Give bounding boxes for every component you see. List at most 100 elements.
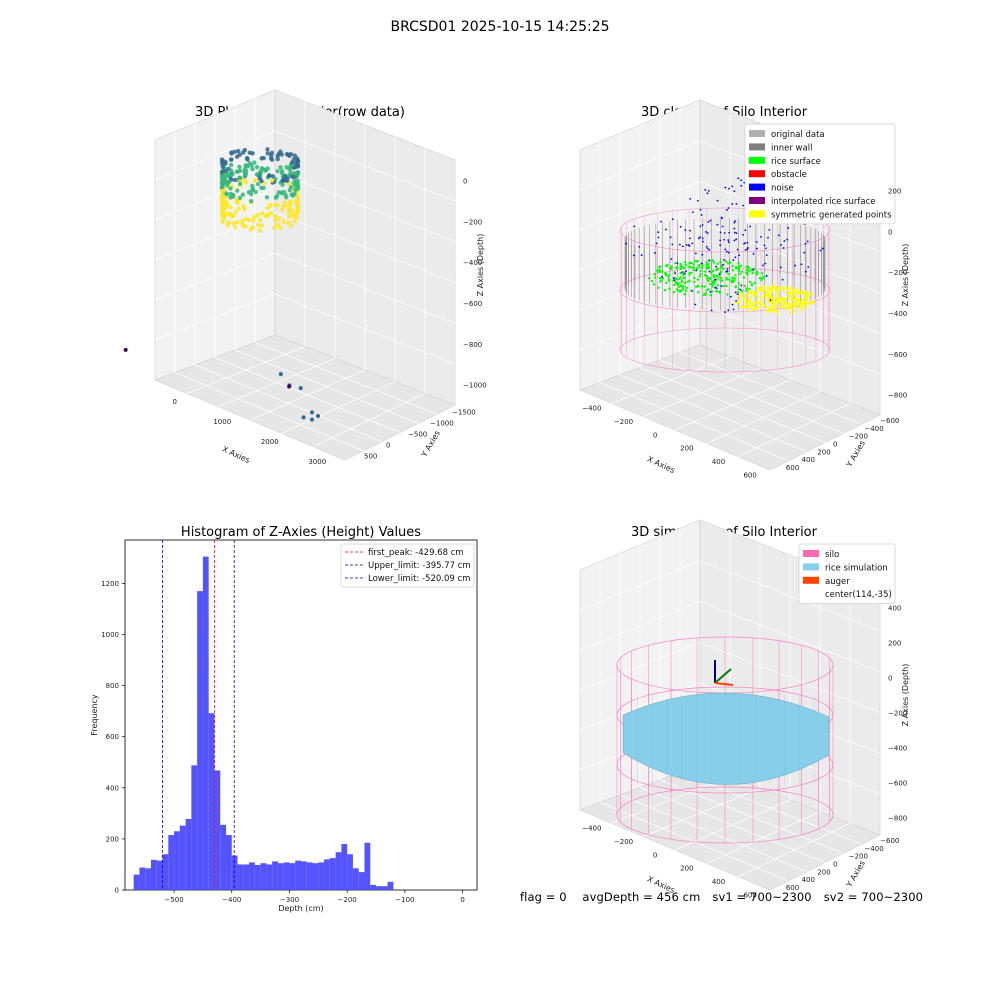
y-tick-label: 1000 <box>101 631 119 639</box>
rice-point <box>690 271 693 274</box>
rice-point <box>731 279 735 282</box>
rice-point <box>740 270 744 274</box>
symmetric-point <box>765 295 769 299</box>
rice-point <box>750 268 753 272</box>
x-tick-label: 400 <box>712 458 725 466</box>
point <box>222 180 228 185</box>
noise-point <box>669 236 672 239</box>
symmetric-point <box>774 286 778 289</box>
symmetric-point <box>766 300 770 303</box>
noise-point <box>783 240 786 242</box>
noise-point <box>740 284 743 287</box>
rice-point <box>715 289 719 293</box>
histogram-bar <box>168 835 175 890</box>
point <box>292 153 298 158</box>
noise-point <box>665 228 667 231</box>
figure-suptitle: BRCSD01 2025-10-15 14:25:25 <box>390 19 609 35</box>
symmetric-point <box>742 305 746 309</box>
rice-point <box>720 276 723 280</box>
histogram-bar <box>387 881 394 890</box>
rice-point <box>705 277 709 280</box>
point <box>268 211 274 216</box>
rice-point <box>745 268 749 272</box>
noise-point <box>708 270 711 273</box>
noise-point <box>727 309 730 312</box>
symmetric-point <box>770 290 773 294</box>
noise-point <box>689 237 692 240</box>
rice-point <box>716 267 720 270</box>
point <box>273 202 278 208</box>
noise-point <box>685 244 688 246</box>
symmetric-point <box>748 309 752 313</box>
histogram-bar <box>214 770 221 890</box>
noise-point <box>744 229 747 232</box>
x-tick-label: 1000 <box>213 418 231 426</box>
noise-point <box>733 190 736 193</box>
z-tick-label: 0 <box>888 228 892 236</box>
symmetric-point <box>789 291 792 295</box>
point <box>220 212 225 218</box>
legend-swatch <box>749 183 765 191</box>
noise-point <box>731 185 734 188</box>
symmetric-point <box>797 298 800 302</box>
point <box>265 147 270 152</box>
rice-point <box>688 261 691 265</box>
rice-point <box>690 261 693 265</box>
symmetric-point <box>756 306 760 310</box>
rice-point <box>676 283 680 286</box>
symmetric-point <box>782 302 786 305</box>
histogram-bar <box>237 864 244 890</box>
noise-point <box>674 272 677 275</box>
rice-point <box>699 269 702 273</box>
point <box>228 186 233 191</box>
grid-line <box>274 130 456 202</box>
noise-point <box>752 252 755 255</box>
point <box>231 220 237 226</box>
rice-point <box>684 263 688 267</box>
point <box>294 212 299 217</box>
noise-point <box>727 207 730 209</box>
noise-point <box>715 287 718 290</box>
grid-line <box>679 772 862 845</box>
rice-point <box>679 262 682 266</box>
point <box>257 228 263 233</box>
symmetric-point <box>773 294 777 298</box>
point <box>279 168 285 174</box>
legend-label: Lower_limit: -520.09 cm <box>368 574 470 584</box>
point <box>235 188 240 193</box>
symmetric-point <box>772 309 776 313</box>
histogram-bar <box>295 860 301 890</box>
histogram-bar <box>208 713 215 890</box>
symmetric-point <box>802 303 806 306</box>
rice-point <box>700 285 704 288</box>
symmetric-point <box>748 299 752 302</box>
y-tick-label: 200 <box>106 835 119 843</box>
histogram-bar <box>381 886 388 890</box>
y-tick-label: −200 <box>849 433 868 441</box>
noise-point <box>691 211 694 214</box>
noise-point <box>742 204 745 207</box>
point <box>258 169 263 175</box>
rice-point <box>712 274 715 277</box>
noise-point <box>733 221 736 224</box>
histogram-bar <box>318 862 325 890</box>
rice-point <box>650 280 654 283</box>
point <box>288 184 294 190</box>
noise-point <box>684 229 687 231</box>
noise-point <box>715 265 718 268</box>
point <box>262 180 268 186</box>
symmetric-point <box>789 297 792 301</box>
histogram-bar <box>352 868 359 890</box>
point <box>227 211 232 216</box>
point <box>237 181 243 187</box>
noise-point <box>722 258 725 261</box>
z-tick-label: −200 <box>463 218 482 226</box>
symmetric-point <box>776 297 780 300</box>
noise-point <box>738 254 740 257</box>
grid-line <box>579 140 701 191</box>
panel-title: Histogram of Z-Axies (Height) Values <box>181 525 421 540</box>
symmetric-point <box>803 306 807 309</box>
rice-point <box>675 288 679 291</box>
rice-point <box>647 276 651 280</box>
